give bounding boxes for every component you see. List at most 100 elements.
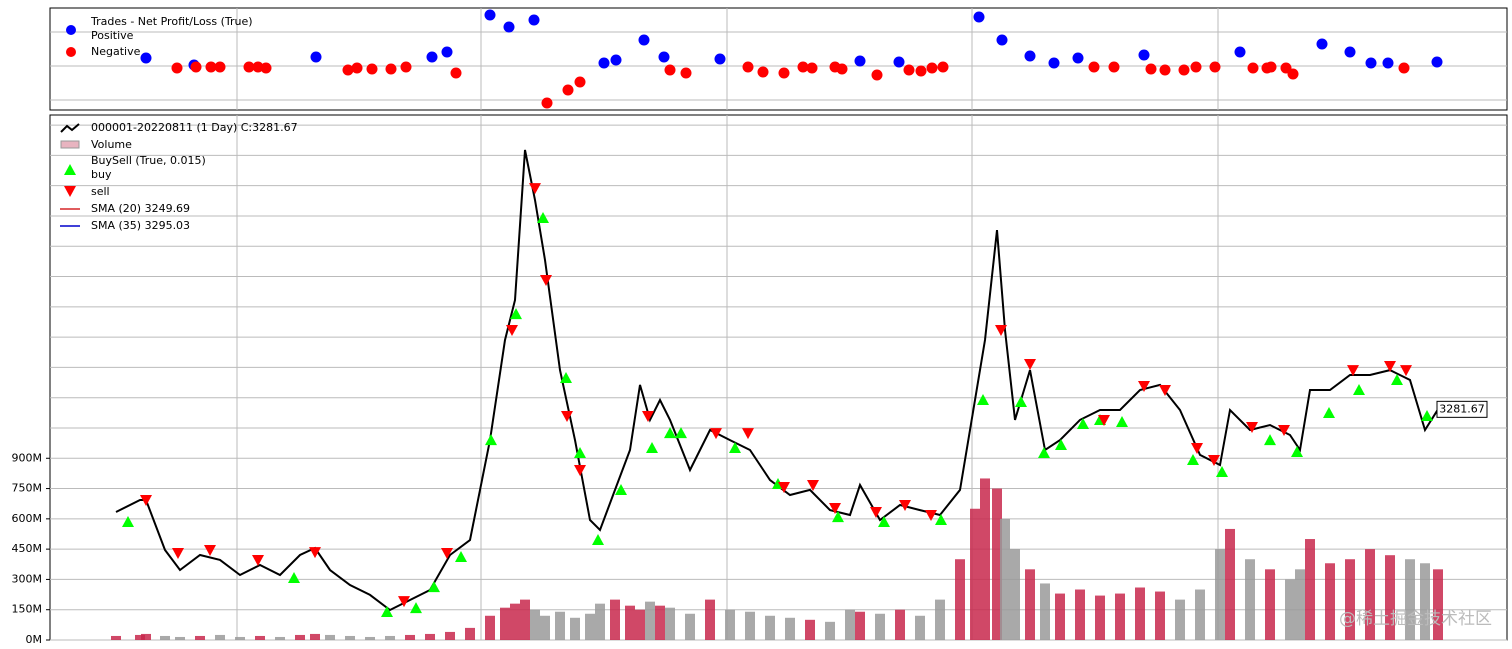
volume-bar <box>895 609 905 640</box>
sell-marker <box>1384 360 1396 372</box>
volume-bar <box>1225 528 1235 640</box>
trade-point <box>903 64 915 76</box>
y-tick-label: 600M <box>12 512 43 525</box>
trade-point <box>366 63 378 75</box>
sell-marker <box>1246 421 1258 433</box>
volume-bar <box>825 621 835 640</box>
volume-bar <box>540 615 550 640</box>
sell-marker <box>441 547 453 559</box>
buy-marker <box>1038 447 1050 459</box>
volume-bar <box>992 488 1002 640</box>
buy-marker <box>646 441 658 453</box>
trade-point <box>1398 62 1410 74</box>
trade-point <box>1382 57 1394 69</box>
volume-bar <box>855 611 865 640</box>
volume-bar <box>1055 593 1065 640</box>
buy-marker <box>122 516 134 528</box>
sell-marker <box>1400 365 1412 377</box>
trade-point <box>836 63 848 75</box>
sell-marker <box>529 183 541 195</box>
buy-marker <box>1264 434 1276 446</box>
sell-marker <box>1024 358 1036 370</box>
volume-bar <box>465 627 475 640</box>
trade-point <box>171 62 183 74</box>
buy-marker <box>592 533 604 545</box>
sell-marker <box>870 506 882 518</box>
trade-point <box>562 84 574 96</box>
buy-marker <box>1055 439 1067 451</box>
trade-point <box>1024 50 1036 62</box>
legend-label: Negative <box>91 45 141 58</box>
buy-marker <box>560 371 572 383</box>
buy-marker <box>537 211 549 223</box>
legend-label: SMA (35) 3295.03 <box>91 219 190 232</box>
trade-point <box>937 61 949 73</box>
trade-point <box>503 21 515 33</box>
volume-bar <box>295 634 305 640</box>
trade-point <box>441 46 453 58</box>
legend-label: buy <box>91 168 112 181</box>
volume-bar <box>175 636 185 640</box>
buy-marker <box>574 447 586 459</box>
volume-bar <box>500 607 510 640</box>
trade-point <box>205 61 217 73</box>
trade-point <box>1072 52 1084 64</box>
trade-point <box>1316 38 1328 50</box>
buy-marker <box>485 434 497 446</box>
volume-bar <box>1295 569 1305 640</box>
volume-bar <box>405 634 415 640</box>
volume-bar <box>195 635 205 640</box>
volume-bar <box>1135 587 1145 640</box>
sell-marker <box>778 482 790 494</box>
trades-frame <box>49 7 1508 111</box>
sell-marker <box>807 479 819 491</box>
volume-bar <box>875 613 885 640</box>
buy-marker <box>935 513 947 525</box>
trade-point <box>450 67 462 79</box>
volume-bar <box>685 613 695 640</box>
volume-bar <box>935 599 945 640</box>
volume-bar <box>570 617 580 640</box>
volume-bar <box>1010 549 1020 640</box>
trade-point <box>893 56 905 68</box>
trade-point <box>638 34 650 46</box>
volume-bar <box>141 633 151 640</box>
volume-bar <box>425 633 435 640</box>
trade-point <box>574 76 586 88</box>
volume-bar <box>970 508 980 640</box>
volume-bar <box>310 633 320 640</box>
trade-point <box>400 61 412 73</box>
volume-bar <box>635 609 645 640</box>
trade-point <box>806 62 818 74</box>
sell-marker <box>574 464 586 476</box>
buy-marker <box>410 602 422 614</box>
sell-marker <box>1138 380 1150 392</box>
volume-bar <box>725 609 735 640</box>
trade-point <box>214 61 226 73</box>
trade-point <box>351 62 363 74</box>
trade-point <box>680 67 692 79</box>
trade-point <box>541 97 553 109</box>
volume-bar <box>805 619 815 640</box>
trade-point <box>1088 61 1100 73</box>
buy-marker <box>664 427 676 439</box>
trade-point <box>310 51 322 63</box>
buy-marker <box>428 581 440 593</box>
buy-marker <box>675 427 687 439</box>
trade-point <box>1108 61 1120 73</box>
y-tick-label: 300M <box>12 572 43 585</box>
trade-point <box>1431 56 1443 68</box>
buy-marker <box>1291 446 1303 458</box>
buy-marker <box>1187 454 1199 466</box>
sell-marker <box>1278 425 1290 436</box>
buy-marker <box>878 516 890 528</box>
volume-bar <box>915 615 925 640</box>
y-tick-label: 450M <box>12 542 43 555</box>
trade-point <box>243 61 255 73</box>
volume-bar <box>275 636 285 640</box>
volume-bar <box>1155 591 1165 640</box>
buy-marker <box>615 483 627 495</box>
watermark: @稀土掘金技术社区 <box>1339 609 1492 629</box>
trade-point <box>1145 63 1157 75</box>
buy-marker <box>729 441 741 453</box>
